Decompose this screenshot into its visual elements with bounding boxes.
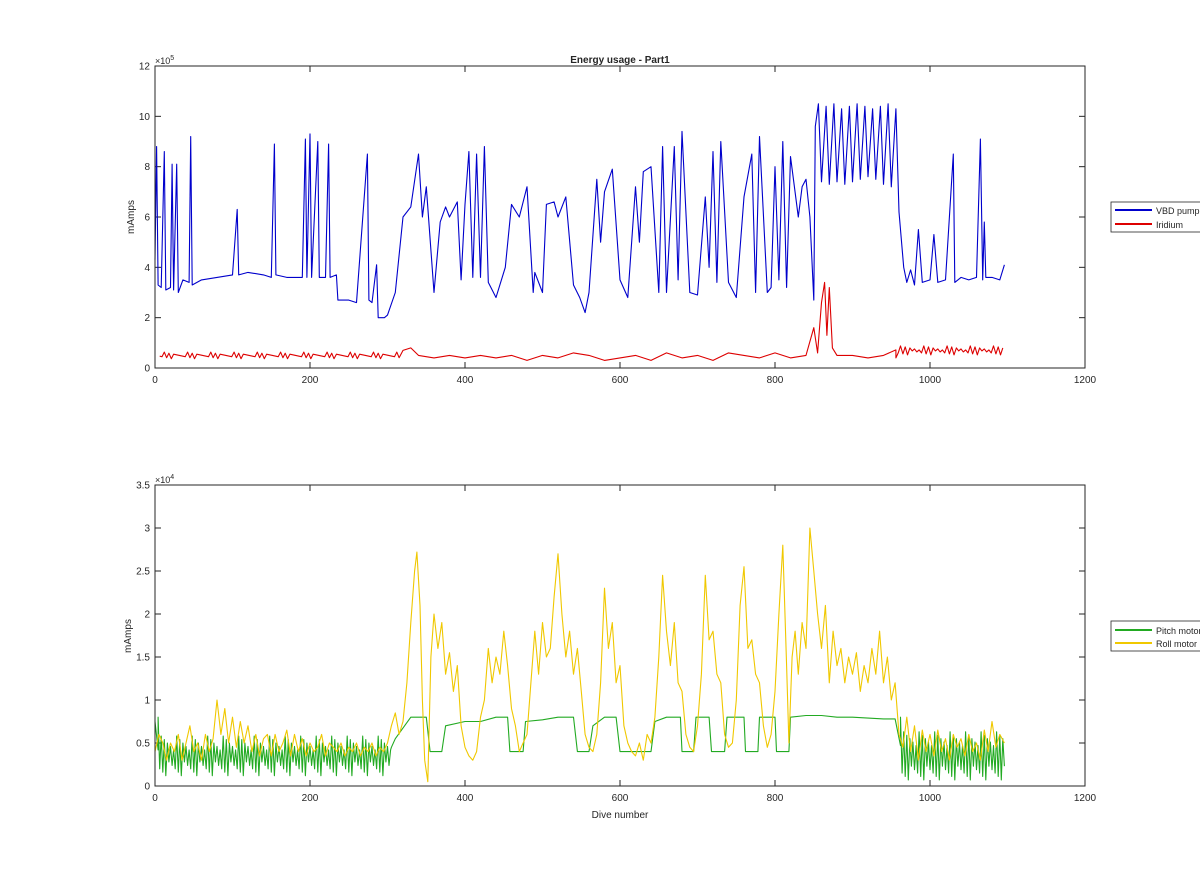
top-legend-box: [1110, 201, 1200, 233]
y-tick-label: 0.5: [136, 739, 150, 750]
x-tick-label: 1000: [919, 375, 942, 386]
y-tick-label: 2: [144, 610, 150, 621]
x-tick-label: 1000: [919, 793, 942, 804]
y-tick-label: 3: [144, 524, 150, 535]
legend-label-pitch-motor: Pitch motor: [1156, 626, 1200, 636]
bottom-x-axis-label: Dive number: [592, 810, 649, 821]
x-tick-label: 600: [612, 375, 629, 386]
y-tick-label: 12: [139, 62, 151, 73]
series-line-vbd-pump: [154, 103, 1005, 319]
x-tick-label: 0: [152, 375, 158, 386]
x-tick-label: 600: [612, 793, 629, 804]
bottom-axes-box: [154, 484, 1086, 787]
y-tick-label: 4: [144, 263, 150, 274]
top-legend: VBD pump Iridium: [1110, 201, 1200, 233]
x-tick-label: 1200: [1074, 793, 1097, 804]
top-y-exponent-base: ×10: [155, 56, 170, 66]
x-tick-label: 200: [302, 793, 319, 804]
y-tick-label: 10: [139, 112, 151, 123]
bottom-axis-ticks: 0 200 400 600 800 1000 1200 0 0.5 1 1.5 2 2.5 3 3.5: [136, 481, 1096, 805]
top-y-exponent: ×105: [155, 55, 174, 66]
x-tick-label: 800: [767, 793, 784, 804]
top-chart-title: Energy usage - Part1: [570, 55, 670, 66]
bottom-legend: Pitch motor Roll motor: [1110, 620, 1200, 652]
y-tick-label: 0: [144, 782, 150, 793]
bottom-series-group: [154, 527, 1005, 783]
y-tick-label: 2.5: [136, 567, 150, 578]
x-tick-label: 400: [457, 793, 474, 804]
bottom-y-axis-label: mAmps: [123, 619, 134, 653]
legend-label-iridium: Iridium: [1156, 220, 1183, 230]
bottom-legend-box: [1110, 620, 1200, 652]
top-axis-ticks: 0 200 400 600 800 1000 1200 0 2 4 6 8 10 12: [139, 62, 1097, 387]
x-tick-label: 1200: [1074, 375, 1097, 386]
top-axes-box: [154, 65, 1086, 369]
y-tick-label: 1.5: [136, 653, 150, 664]
x-tick-label: 800: [767, 375, 784, 386]
series-line-pitch-motor: [154, 714, 1005, 781]
bottom-y-exponent-power: 4: [170, 474, 174, 481]
y-tick-label: 2: [144, 313, 150, 324]
top-y-exponent-power: 5: [170, 55, 174, 62]
y-tick-label: 3.5: [136, 481, 150, 492]
x-tick-label: 200: [302, 375, 319, 386]
x-tick-label: 400: [457, 375, 474, 386]
series-line-roll-motor: [154, 527, 1005, 783]
top-series-group: [154, 103, 1005, 361]
bottom-chart: ×104 mAmps Dive number 0 200 400 600 800 1000…: [123, 474, 1097, 821]
y-tick-label: 1: [144, 696, 150, 707]
y-tick-label: 6: [144, 213, 150, 224]
top-y-axis-label: mAmps: [126, 200, 137, 234]
series-line-iridium: [159, 281, 1004, 361]
bottom-y-exponent-base: ×10: [155, 475, 170, 485]
bottom-y-exponent: ×104: [155, 474, 174, 485]
y-tick-label: 8: [144, 162, 150, 173]
legend-label-roll-motor: Roll motor: [1156, 639, 1197, 649]
x-tick-label: 0: [152, 793, 158, 804]
top-chart: Energy usage - Part1 ×105 mAmps 0 200 400 6…: [126, 55, 1097, 386]
legend-label-vbd-pump: VBD pump: [1156, 206, 1200, 216]
y-tick-label: 0: [144, 364, 150, 375]
